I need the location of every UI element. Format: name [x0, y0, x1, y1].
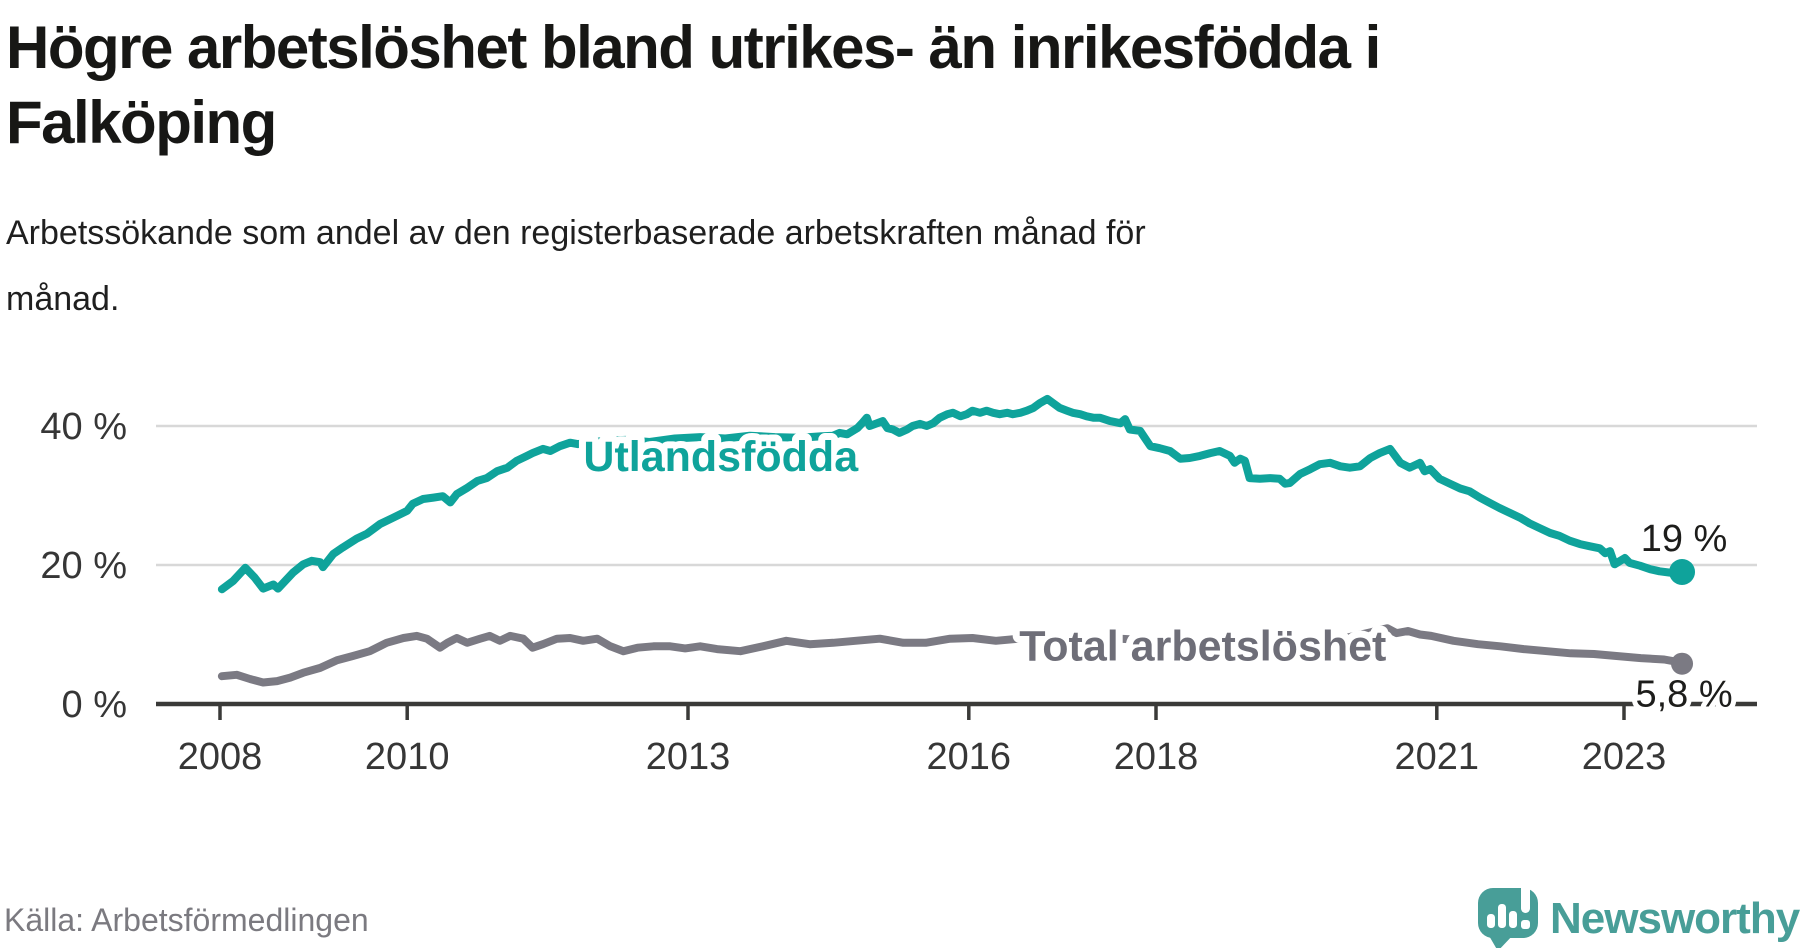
series-end-label: 19 %: [1641, 518, 1728, 560]
chart-subtitle: Arbetssökande som andel av den registerb…: [6, 200, 1146, 332]
bar-chart-icon: [1487, 914, 1495, 928]
x-tick-label: 2008: [178, 736, 263, 778]
y-tick-label: 20 %: [40, 545, 127, 587]
page-title: Högre arbetslöshet bland utrikes- än inr…: [6, 10, 1381, 160]
series-end-label: 5,8 %: [1635, 674, 1732, 716]
bar-chart-icon: [1498, 904, 1506, 928]
series-end-dot: [1669, 558, 1696, 585]
x-tick-label: 2018: [1114, 736, 1199, 778]
bar-chart-icon: [1509, 911, 1517, 928]
y-tick-label: 0 %: [62, 684, 127, 726]
newsworthy-logo: Newsworthy: [1472, 874, 1800, 948]
x-tick-label: 2013: [646, 736, 731, 778]
x-tick-label: 2021: [1395, 736, 1480, 778]
exclamation-icon: [1521, 877, 1530, 913]
newsworthy-logo-icon: [1478, 877, 1538, 948]
newsworthy-wordmark: Newsworthy: [1550, 894, 1800, 943]
chart-subtitle-line2: månad.: [6, 280, 120, 318]
series-end-dot: [1671, 652, 1694, 675]
source-text: Källa: Arbetsförmedlingen: [4, 902, 369, 938]
x-tick-label: 2016: [927, 736, 1012, 778]
chart-subtitle-line1: Arbetssökande som andel av den registerb…: [6, 214, 1146, 252]
exclamation-icon-dot: [1521, 920, 1530, 929]
series-line: [217, 624, 1686, 687]
series-name-label: Total arbetslöshet: [1019, 623, 1386, 671]
page-title-line2: Falköping: [6, 89, 277, 156]
y-tick-label: 40 %: [40, 406, 127, 448]
x-tick-label: 2023: [1582, 736, 1667, 778]
speech-bubble-tail: [1488, 934, 1514, 948]
page-title-line1: Högre arbetslöshet bland utrikes- än inr…: [6, 14, 1381, 81]
series-name-label: Utlandsfödda: [583, 433, 859, 481]
series-line: [217, 394, 1686, 594]
x-tick-label: 2010: [365, 736, 450, 778]
